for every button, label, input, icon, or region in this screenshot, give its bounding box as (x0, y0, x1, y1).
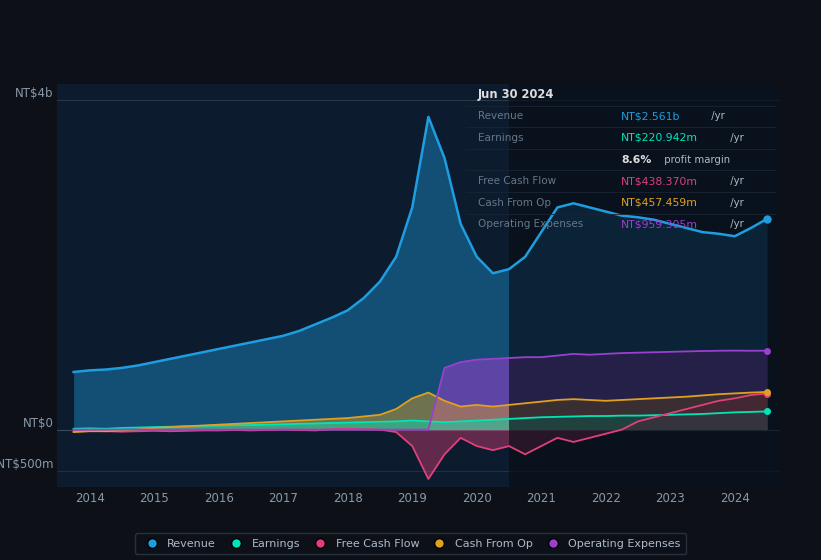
FancyBboxPatch shape (509, 84, 780, 487)
Text: NT$220.942m: NT$220.942m (621, 133, 698, 143)
Text: Operating Expenses: Operating Expenses (478, 220, 584, 230)
Text: Jun 30 2024: Jun 30 2024 (478, 88, 554, 101)
Text: /yr: /yr (727, 220, 743, 230)
Text: 8.6%: 8.6% (621, 155, 651, 165)
Text: NT$457.459m: NT$457.459m (621, 198, 698, 208)
Text: /yr: /yr (727, 176, 743, 186)
Text: NT$0: NT$0 (23, 417, 54, 430)
Legend: Revenue, Earnings, Free Cash Flow, Cash From Op, Operating Expenses: Revenue, Earnings, Free Cash Flow, Cash … (135, 533, 686, 554)
Text: NT$959.305m: NT$959.305m (621, 220, 698, 230)
Text: Revenue: Revenue (478, 111, 523, 122)
Text: Earnings: Earnings (478, 133, 524, 143)
Text: NT$2.561b: NT$2.561b (621, 111, 681, 122)
Text: /yr: /yr (708, 111, 725, 122)
Text: profit margin: profit margin (662, 155, 731, 165)
Text: -NT$500m: -NT$500m (0, 458, 54, 471)
Text: Cash From Op: Cash From Op (478, 198, 551, 208)
Text: Free Cash Flow: Free Cash Flow (478, 176, 556, 186)
Text: /yr: /yr (727, 198, 743, 208)
Text: NT$4b: NT$4b (16, 87, 54, 100)
Text: /yr: /yr (727, 133, 743, 143)
Text: NT$438.370m: NT$438.370m (621, 176, 698, 186)
